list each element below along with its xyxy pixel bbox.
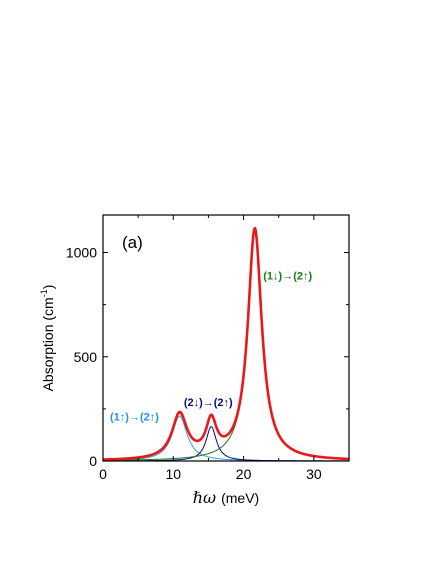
component-line (102, 229, 350, 461)
series-layer (102, 226, 350, 462)
x-tick-label: 10 (165, 466, 181, 482)
x-tick-label: 20 (236, 466, 252, 482)
x-axis-title: ℏω (meV) (193, 488, 259, 507)
y-tick-label: 500 (74, 349, 98, 365)
y-axis-title-close: ) (40, 285, 56, 290)
annotation-layer: (1↑)→(2↑) (2↓)→(2↑) (1↓)→(2↑) (110, 271, 312, 424)
transition-annotation: (2↓)→(2↑) (184, 397, 233, 409)
total-absorption-line (102, 226, 350, 461)
transition-annotation: (1↓)→(2↑) (263, 271, 312, 283)
x-axis-symbol: ℏω (193, 488, 216, 507)
x-tick-label: 0 (99, 466, 107, 482)
y-axis-title: Absorption (cm-1) (39, 285, 56, 392)
tick-labels-layer: 0 10 20 30 0 500 1000 (66, 245, 322, 482)
y-axis-title-main: Absorption (cm (40, 297, 56, 391)
plot-frame (102, 214, 350, 462)
y-axis-title-sup: -1 (39, 289, 49, 297)
x-axis-unit: (meV) (221, 490, 259, 506)
y-tick-label: 1000 (66, 245, 97, 261)
panel-label: (a) (122, 233, 143, 252)
x-tick-label: 30 (306, 466, 322, 482)
transition-annotation: (1↑)→(2↑) (110, 411, 159, 423)
ticks-layer (102, 215, 350, 462)
y-tick-label: 0 (89, 453, 97, 469)
